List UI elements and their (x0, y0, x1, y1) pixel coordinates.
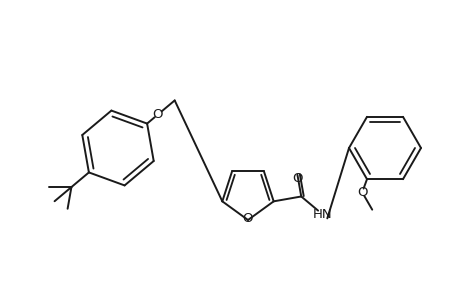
Text: O: O (291, 172, 302, 185)
Text: O: O (152, 108, 163, 121)
Text: O: O (242, 212, 253, 224)
Text: HN: HN (312, 208, 332, 221)
Text: O: O (356, 186, 367, 199)
